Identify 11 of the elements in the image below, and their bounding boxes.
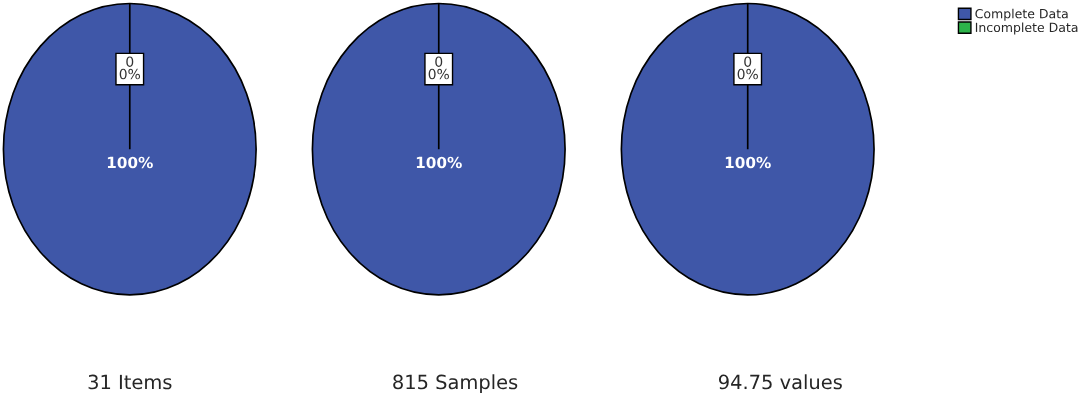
text: 0 0% [737,56,758,80]
text: 815 Samples [393,374,518,394]
legend-label: Complete Data [975,8,1068,21]
data-label: 100% [725,156,771,169]
text: 31 Items [88,374,172,390]
text: 0 0% [428,56,449,80]
data-label: 100% [107,156,153,169]
data-label: 100% [416,156,462,169]
text: 94.75 values [718,374,842,390]
legend-label: Incomplete Data [975,22,1078,35]
text: 0 0% [119,56,141,80]
